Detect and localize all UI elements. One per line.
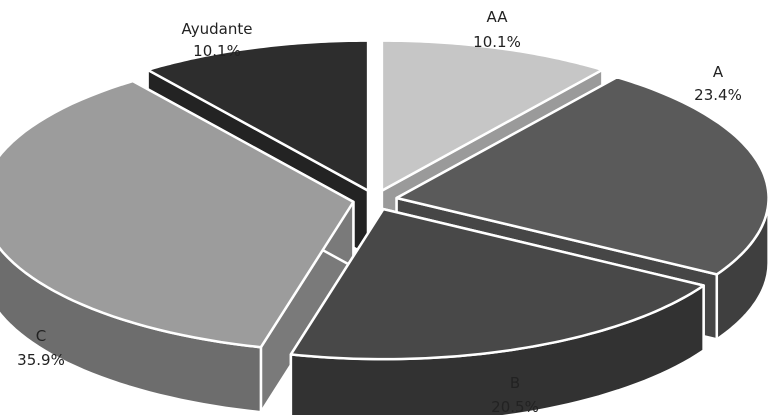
slice-c-name-label: C <box>36 327 46 345</box>
pie-labels: AA 10.1% A 23.4% B 20.5% C 35.9% Ayudante 10.1% <box>17 8 742 415</box>
slice-b-top <box>289 207 705 361</box>
pie-slices <box>0 39 770 415</box>
slice-aa-name-label: AA <box>487 8 509 26</box>
slice-aa-top <box>380 39 604 192</box>
slice-ayudante-name-label: Ayudante <box>182 20 253 38</box>
slice-ayudante-top <box>146 39 370 192</box>
slice-a-value-label: 23.4% <box>694 86 742 104</box>
slice-ayudante-value-label: 10.1% <box>193 42 241 60</box>
slice-b-name-label: B <box>510 374 520 392</box>
slice-aa-value-label: 10.1% <box>473 33 521 51</box>
slice-c-value-label: 35.9% <box>17 351 65 369</box>
slice-a-top <box>395 75 770 276</box>
slice-b-value-label: 20.5% <box>491 398 539 415</box>
slice-b <box>289 207 705 415</box>
slice-c-top <box>0 79 355 349</box>
slice-a-name-label: A <box>713 63 724 81</box>
slice-c <box>0 79 355 414</box>
